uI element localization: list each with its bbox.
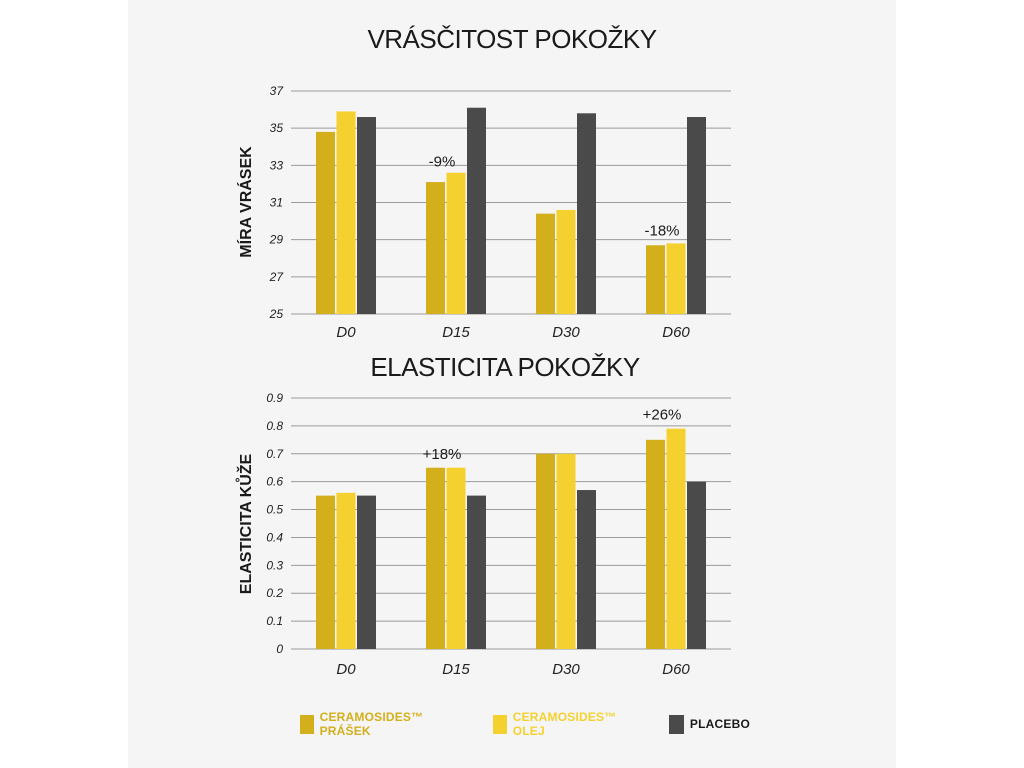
bar — [446, 172, 466, 314]
bar — [666, 428, 686, 649]
bar — [556, 453, 576, 649]
y-tick-label: 0 — [276, 642, 283, 656]
y-tick-label: 0.3 — [266, 558, 283, 572]
y-tick-label: 0.7 — [266, 447, 284, 461]
x-tick-label: D60 — [662, 661, 690, 678]
y-tick-label: 0.9 — [266, 391, 283, 405]
bar — [426, 182, 445, 314]
bar — [646, 439, 665, 649]
bar — [577, 113, 596, 314]
legend-swatch — [300, 714, 314, 734]
wrinkles-chart: VRÁSČITOST POKOŽKY MÍRA VRÁSEK 25 27 29 31 3… — [236, 24, 731, 341]
y-tick-label: 0.4 — [266, 530, 283, 544]
bar — [316, 131, 335, 314]
legend-swatch — [493, 714, 507, 734]
legend-item: CERAMOSIDES™ PRÁŠEK — [300, 710, 463, 738]
legend-item: PLACEBO — [668, 714, 750, 734]
x-tick-label: D0 — [336, 661, 356, 678]
x-tick-label: D15 — [442, 324, 470, 341]
bar — [687, 481, 706, 649]
bar — [536, 213, 555, 314]
y-tick-label: 27 — [269, 270, 285, 284]
bar — [357, 495, 376, 649]
y-tick-label: 29 — [269, 233, 284, 247]
x-tick-label: D30 — [552, 661, 580, 678]
bar — [687, 117, 706, 315]
chart-title: VRÁSČITOST POKOŽKY — [367, 24, 656, 54]
y-axis-label: MÍRA VRÁSEK — [236, 146, 255, 258]
legend-item: CERAMOSIDES™ OLEJ — [493, 710, 639, 738]
bar — [336, 492, 356, 649]
x-tick-label: D0 — [336, 324, 356, 341]
legend: CERAMOSIDES™ PRÁŠEK CERAMOSIDES™ OLEJ PL… — [300, 710, 780, 738]
chart-title: ELASTICITA POKOŽKY — [370, 352, 640, 382]
bar — [556, 209, 576, 314]
y-tick-label: 0.5 — [266, 503, 283, 517]
bar — [646, 245, 665, 314]
y-tick-label: 0.2 — [266, 586, 283, 600]
data-annotation: +18% — [423, 446, 462, 463]
data-annotation: -9% — [429, 154, 456, 171]
y-tick-label: 0.8 — [266, 419, 283, 433]
x-tick-label: D60 — [662, 324, 690, 341]
bar — [666, 243, 686, 314]
data-annotation: -18% — [644, 222, 679, 239]
legend-label: PLACEBO — [689, 717, 750, 731]
bar — [536, 453, 555, 649]
y-tick-label: 33 — [270, 158, 284, 172]
legend-label: CERAMOSIDES™ PRÁŠEK — [319, 710, 424, 738]
data-annotation: +26% — [643, 407, 682, 424]
x-tick-label: D15 — [442, 661, 470, 678]
y-tick-label: 0.1 — [266, 614, 283, 628]
bar — [446, 467, 466, 649]
legend-label: CERAMOSIDES™ OLEJ — [512, 710, 617, 738]
bar — [577, 490, 596, 649]
y-tick-label: 31 — [270, 196, 283, 210]
y-tick-label: 25 — [269, 307, 284, 321]
y-tick-label: 0.6 — [266, 475, 283, 489]
y-tick-label: 37 — [270, 84, 285, 98]
elasticity-chart: ELASTICITA POKOŽKY ELASTICITA KŮŽE 0 0.1 0… — [235, 352, 731, 678]
y-tick-label: 35 — [270, 121, 284, 135]
bar — [357, 117, 376, 315]
legend-swatch — [668, 714, 684, 734]
x-tick-label: D30 — [552, 324, 580, 341]
y-axis-label: ELASTICITA KŮŽE — [235, 453, 255, 594]
bar — [467, 495, 486, 649]
bar — [316, 495, 335, 649]
bar — [336, 111, 356, 314]
bar — [467, 107, 486, 314]
bar — [426, 467, 445, 649]
